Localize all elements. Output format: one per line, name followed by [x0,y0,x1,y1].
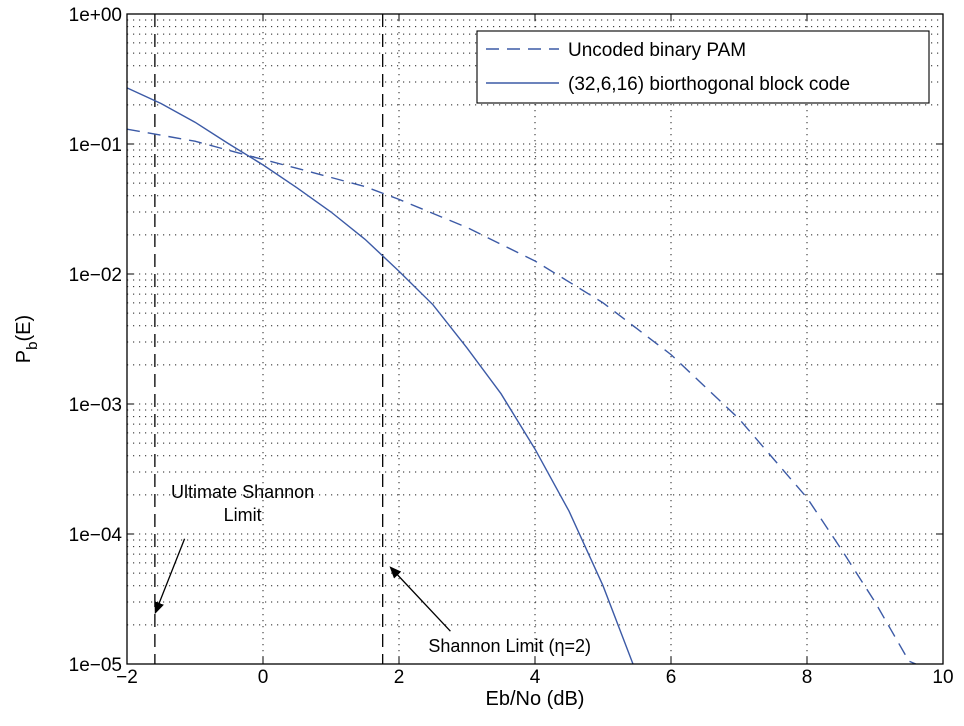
y-axis-label-main: P [13,350,35,363]
x-tick-label: 10 [932,667,953,688]
x-axis-label: Eb/No (dB) [486,688,585,710]
y-tick-label: 1e−01 [69,135,122,156]
x-tick-label: −2 [116,667,138,688]
annotation-shannon-limit-arrow [389,566,451,632]
y-tick-label: 1e−02 [69,265,122,286]
series-layer [127,87,917,664]
ticks: −2 0 2 4 6 8 10 1e−05 1e−04 1e−03 1e−02 1e−01 1e+00 [69,5,954,688]
annotation-ultimate-shannon-text: Limit [224,505,262,525]
annotations: Ultimate Shannon Limit Shannon Limit (η=2) [154,482,591,656]
annotation-shannon-limit-text: Shannon Limit (η=2) [428,636,591,656]
x-tick-label: 6 [666,667,677,688]
x-tick-label: 2 [394,667,405,688]
legend-label-biorthogonal: (32,6,16) biorthogonal block code [568,74,850,95]
y-tick-label: 1e−04 [69,525,123,546]
y-tick-label: 1e−03 [69,395,122,416]
x-tick-label: 8 [802,667,813,688]
legend-label-uncoded: Uncoded binary PAM [568,40,746,61]
y-tick-label: 1e−05 [69,655,122,676]
legend: Uncoded binary PAM (32,6,16) biorthogona… [476,30,930,104]
y-axis-label-subscript: b [24,341,41,349]
reference-lines [154,14,384,664]
y-axis-label: Pb(E) [13,315,41,363]
x-tick-label: 0 [258,667,269,688]
series-uncoded-pam [127,128,917,664]
annotation-ultimate-shannon-text: Ultimate Shannon [171,482,314,502]
x-tick-label: 4 [530,667,541,688]
legend-box [476,30,930,104]
series-biorthogonal-code [127,87,658,664]
y-tick-label: 1e+00 [69,5,122,26]
annotation-ultimate-shannon-arrow [154,538,186,615]
y-axis-label-suffix: (E) [13,315,35,342]
